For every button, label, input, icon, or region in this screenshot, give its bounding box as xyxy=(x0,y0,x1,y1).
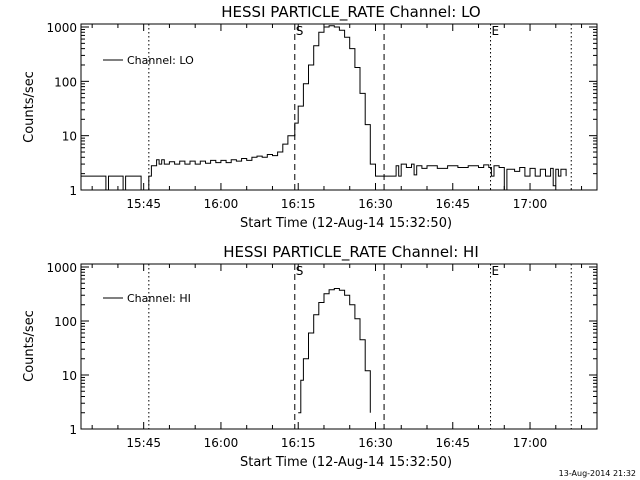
panel-lo: HESSI PARTICLE_RATE Channel: LO 15:45 16:… xyxy=(22,3,598,231)
marker-label: E xyxy=(492,264,500,278)
marker-label: S xyxy=(296,264,304,278)
series-line-lo xyxy=(81,25,567,191)
x-tick-label: 16:30 xyxy=(358,436,393,450)
plot-frame-lo xyxy=(80,23,598,191)
x-tick-label: 15:45 xyxy=(126,197,161,211)
x-axis-lo: 15:45 16:00 16:15 16:30 16:45 17:00 xyxy=(91,24,583,211)
legend-label-lo: Channel: LO xyxy=(127,54,194,67)
series-line-hi xyxy=(298,288,371,414)
y-axis-label-lo: Counts/sec xyxy=(22,71,37,143)
x-tick-label: 16:00 xyxy=(204,197,239,211)
y-tick-label: 1 xyxy=(69,423,77,437)
x-axis-label-hi: Start Time (12-Aug-14 15:32:50) xyxy=(240,455,452,470)
y-tick-label: 1 xyxy=(69,184,77,198)
x-axis-hi: 15:45 16:00 16:15 16:30 16:45 17:00 xyxy=(91,264,583,450)
y-axis-hi: 1 10 100 1000 xyxy=(46,261,597,437)
y-tick-label: 10 xyxy=(62,130,77,144)
x-tick-label: 16:45 xyxy=(435,197,470,211)
marker-label: E xyxy=(492,24,500,38)
x-tick-label: 15:45 xyxy=(126,436,161,450)
generation-timestamp: 13-Aug-2014 21:32 xyxy=(559,469,636,478)
y-tick-label: 100 xyxy=(54,75,77,89)
x-tick-label: 16:30 xyxy=(358,197,393,211)
x-tick-label: 17:00 xyxy=(513,197,548,211)
y-tick-label: 1000 xyxy=(46,21,77,35)
chart-title-lo: HESSI PARTICLE_RATE Channel: LO xyxy=(221,3,480,22)
x-tick-label: 16:45 xyxy=(435,436,470,450)
y-tick-label: 1000 xyxy=(46,261,77,275)
legend-hi: Channel: HI xyxy=(103,292,191,305)
marker-label: S xyxy=(296,24,304,38)
legend-lo: Channel: LO xyxy=(103,54,194,67)
x-tick-label: 16:00 xyxy=(204,436,239,450)
y-tick-label: 100 xyxy=(54,315,77,329)
plot-frame-hi xyxy=(80,263,598,430)
y-tick-label: 10 xyxy=(62,369,77,383)
legend-label-hi: Channel: HI xyxy=(127,292,191,305)
x-tick-label: 16:15 xyxy=(281,197,316,211)
chart-title-hi: HESSI PARTICLE_RATE Channel: HI xyxy=(223,243,479,262)
panel-hi: HESSI PARTICLE_RATE Channel: HI 15:45 16:… xyxy=(22,243,598,470)
y-axis-lo: 1 10 100 1000 xyxy=(46,21,597,198)
x-tick-label: 16:15 xyxy=(281,436,316,450)
x-tick-label: 17:00 xyxy=(513,436,548,450)
y-axis-label-hi: Counts/sec xyxy=(22,310,37,382)
x-axis-label-lo: Start Time (12-Aug-14 15:32:50) xyxy=(240,216,452,231)
